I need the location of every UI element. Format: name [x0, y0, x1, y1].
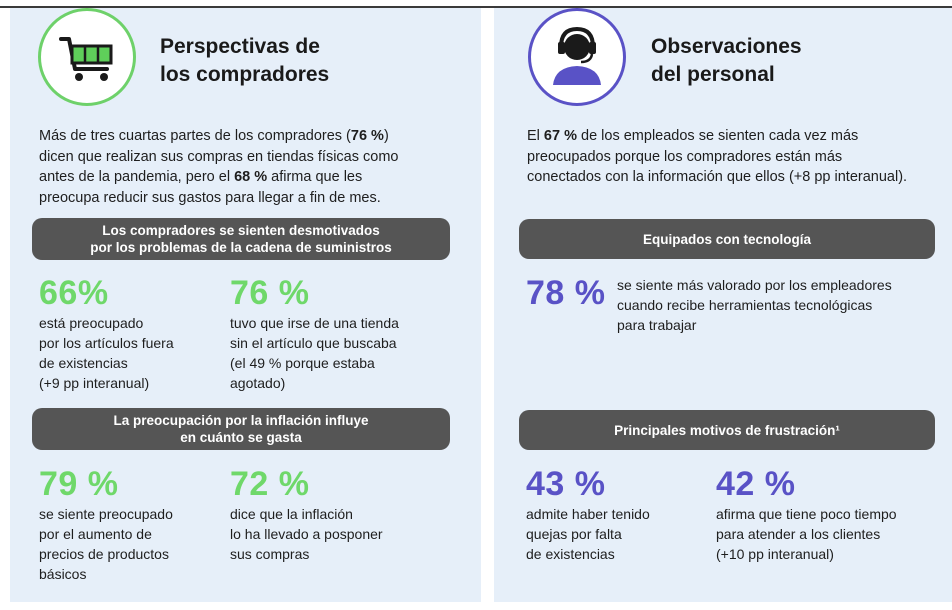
desc-line: admite haber tenido: [526, 506, 650, 522]
banner-line: en cuánto se gasta: [180, 430, 302, 445]
desc-line: básicos: [39, 566, 87, 582]
desc-line: lo ha llevado a posponer: [230, 526, 383, 542]
desc-line: de existencias: [39, 355, 128, 371]
intro-text: preocupados porque los compradores están…: [527, 148, 843, 165]
desc-line: quejas por falta: [526, 526, 622, 542]
stat-value: 72 %: [230, 465, 310, 503]
stat-value: 79 %: [39, 465, 119, 503]
shopping-cart-badge: [38, 8, 136, 106]
stat-value: 66%: [39, 274, 109, 312]
stat-description: afirma que tiene poco tiempo para atende…: [716, 504, 897, 564]
stat-value: 42 %: [716, 465, 796, 503]
intro-text: afirma que les: [267, 169, 363, 185]
technology-banner: Equipados con tecnología: [519, 219, 935, 259]
stat-value: 43 %: [526, 465, 606, 503]
stat-value: 76 %: [230, 274, 310, 312]
banner-line: Los compradores se sienten desmotivados: [102, 223, 380, 238]
intro-text: ): [383, 128, 389, 144]
desc-line: se siente más valorado por los empleador…: [617, 277, 892, 293]
desc-line: por el aumento de: [39, 526, 152, 542]
desc-line: (+9 pp interanual): [39, 375, 150, 391]
desc-line: está preocupado: [39, 315, 144, 331]
desc-line: para atender a los clientes: [716, 526, 881, 542]
inflation-banner: La preocupación por la inflación influye…: [32, 408, 450, 450]
desc-line: sus compras: [230, 546, 310, 562]
desc-line: dice que la inflación: [230, 506, 353, 522]
intro-text: dicen que realizan sus compras en tienda…: [39, 148, 399, 165]
desc-line: afirma que tiene poco tiempo: [716, 506, 897, 522]
shopping-cart-icon: [59, 37, 113, 81]
shoppers-title-line2: los compradores: [160, 63, 330, 86]
desc-line: (el 49 % porque estaba: [230, 355, 375, 371]
stat-description: se siente más valorado por los empleador…: [617, 275, 892, 335]
desc-line: cuando recibe herramientas tecnológicas: [617, 297, 873, 313]
banner-line: La preocupación por la inflación influye: [113, 413, 369, 428]
supply-chain-banner: Los compradores se sienten desmotivados …: [32, 218, 450, 260]
top-rule: [0, 6, 952, 8]
shoppers-title: Perspectivas de los compradores: [160, 33, 329, 89]
stat-description: tuvo que irse de una tienda sin el artíc…: [230, 313, 399, 393]
desc-line: se siente preocupado: [39, 506, 173, 522]
desc-line: sin el artículo que buscaba: [230, 335, 397, 351]
shoppers-title-line1: Perspectivas de: [160, 35, 320, 58]
staff-title-line1: Observaciones: [651, 35, 802, 58]
frustration-banner: Principales motivos de frustración¹: [519, 410, 935, 450]
shoppers-panel: [10, 8, 481, 602]
intro-highlight: 68 %: [234, 169, 268, 185]
desc-line: de existencias: [526, 546, 615, 562]
stat-description: dice que la inflación lo ha llevado a po…: [230, 504, 383, 564]
staff-panel: [494, 8, 952, 602]
desc-line: para trabajar: [617, 317, 697, 333]
stat-value: 78 %: [526, 274, 606, 312]
banner-line: Equipados con tecnología: [642, 231, 811, 247]
stat-description: admite haber tenido quejas por falta de …: [526, 504, 650, 564]
desc-line: precios de productos: [39, 546, 169, 562]
intro-highlight: 67 %: [543, 128, 577, 144]
intro-text: Más de tres cuartas partes de los compra…: [39, 128, 351, 144]
intro-text: antes de la pandemia, pero el: [39, 169, 235, 185]
headset-agent-badge: [528, 8, 626, 106]
intro-text: El: [527, 128, 544, 144]
shoppers-intro: Más de tres cuartas partes de los compra…: [39, 126, 479, 208]
desc-line: (+10 pp interanual): [716, 546, 834, 562]
desc-line: por los artículos fuera: [39, 335, 174, 351]
desc-line: tuvo que irse de una tienda: [230, 315, 399, 331]
stat-description: está preocupado por los artículos fuera …: [39, 313, 174, 393]
staff-intro: El 67 % de los empleados se sienten cada…: [527, 126, 952, 188]
desc-line: agotado): [230, 375, 286, 391]
stat-description: se siente preocupado por el aumento de p…: [39, 504, 173, 584]
staff-title: Observaciones del personal: [651, 33, 802, 89]
banner-line: Principales motivos de frustración¹: [614, 422, 840, 438]
intro-text: preocupa reducir sus gastos para llegar …: [39, 189, 381, 206]
intro-highlight: 76 %: [350, 128, 384, 144]
headset-agent-icon: [553, 26, 601, 85]
banner-line: por los problemas de la cadena de sumini…: [90, 240, 392, 255]
intro-text: conectados con la información que ellos …: [527, 169, 908, 185]
intro-text: de los empleados se sienten cada vez más: [576, 128, 859, 144]
staff-title-line2: del personal: [651, 63, 775, 86]
